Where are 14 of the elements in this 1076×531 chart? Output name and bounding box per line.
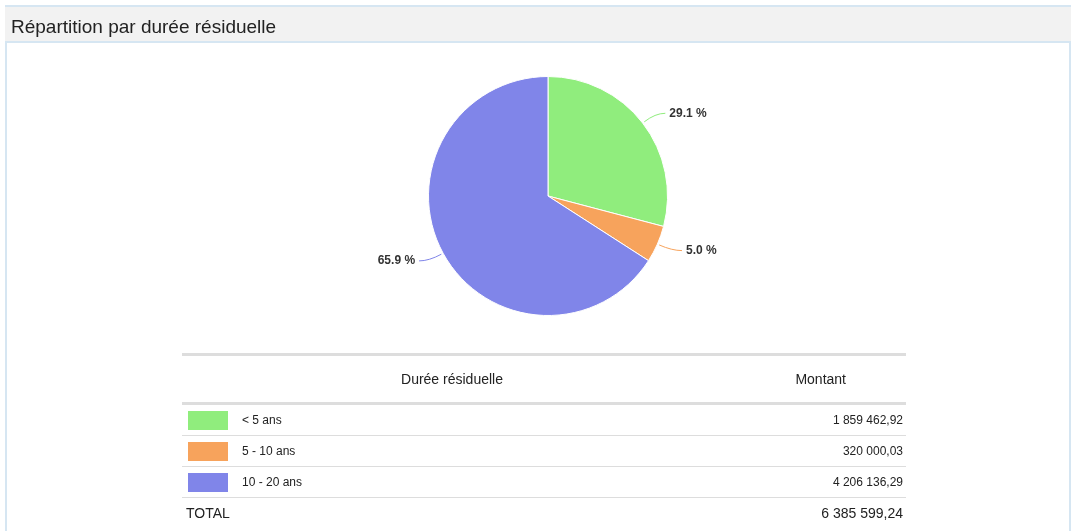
text: 6 385 599,24	[820, 504, 904, 523]
data-label: 5.0 %	[686, 242, 718, 257]
chart-title: Répartition par durée résiduelle	[11, 16, 277, 38]
data-label: 65.9 %	[377, 253, 416, 268]
legend-label: < 5 ans	[242, 403, 662, 436]
data-label: 29.1 %	[669, 105, 708, 120]
text: 320 000,03	[662, 435, 906, 467]
text: TOTAL	[185, 504, 231, 523]
text: 1 859 462,92	[662, 403, 906, 436]
legend-label: 5 - 10 ans	[242, 435, 662, 467]
text: 4 206 136,29	[662, 466, 906, 498]
text: Montant	[662, 354, 906, 404]
legend-label: 10 - 20 ans	[242, 466, 662, 498]
text: Durée résiduelle	[242, 354, 662, 404]
